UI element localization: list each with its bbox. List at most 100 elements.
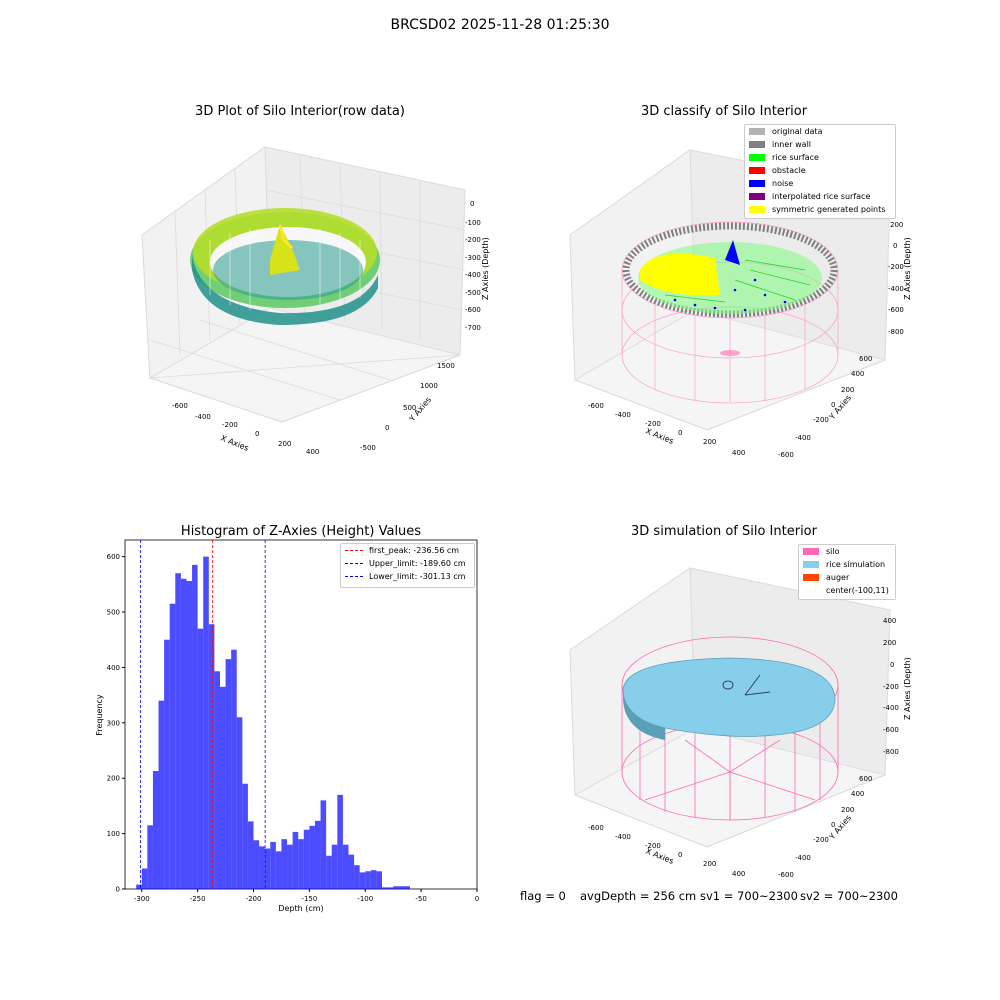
histogram-legend-label: Upper_limit: -189.60 cm — [369, 559, 466, 568]
histogram-bar — [136, 884, 142, 889]
histogram-bar — [337, 794, 343, 889]
histogram-bar — [275, 851, 282, 889]
histogram-xtick-label: -250 — [190, 895, 206, 903]
raw-xtick: -400 — [195, 413, 211, 421]
simulation-ztick: 0 — [890, 661, 894, 669]
classify-legend: original data inner wall rice surface obsta… — [744, 124, 896, 219]
histogram-bar — [175, 573, 181, 889]
simulation-xtick: -600 — [588, 824, 604, 832]
histogram-bar — [180, 578, 187, 889]
histogram-xtick-label: 0 — [475, 895, 479, 903]
simulation-legend-label: center(-100,11) — [826, 586, 889, 595]
histogram-xtick-label: -200 — [246, 895, 262, 903]
histogram-bars — [136, 556, 410, 889]
histogram-bar — [281, 839, 288, 889]
raw-ytick: 1500 — [437, 362, 455, 370]
classify-silo-wireframe — [621, 221, 839, 404]
classify-ztick: -600 — [888, 306, 904, 314]
simulation-legend-label: rice simulation — [826, 560, 886, 569]
classify-legend-label: interpolated rice surface — [772, 192, 871, 201]
histogram-vlines — [140, 540, 266, 889]
classify-xlabel: X Axies — [644, 427, 675, 446]
simulation-plot-title: 3D simulation of Silo Interior — [631, 524, 817, 539]
histogram-bar — [354, 865, 360, 889]
histogram-bar — [208, 624, 215, 889]
histogram-ytick-label: 600 — [107, 553, 120, 561]
histogram-bar — [264, 848, 271, 889]
classify-xtick: -200 — [645, 420, 661, 428]
histogram-legend-swatch — [345, 576, 363, 577]
simulation-auger — [722, 674, 771, 696]
classify-legend-label: noise — [772, 179, 794, 188]
simulation-legend-swatch — [803, 574, 819, 581]
raw-ztick: -200 — [465, 236, 481, 244]
raw-ytick: 1000 — [420, 382, 438, 390]
classify-ztick: -800 — [888, 328, 904, 336]
histogram-bar — [393, 886, 399, 889]
classify-legend-label: inner wall — [772, 140, 812, 149]
histogram-legend-label: Lower_limit: -301.13 cm — [369, 572, 466, 581]
histogram-ytick-label: 500 — [107, 609, 120, 617]
simulation-ztick: 200 — [883, 639, 896, 647]
classify-legend-item: obstacle — [745, 164, 895, 177]
histogram-bar — [236, 717, 243, 889]
raw-plot-title: 3D Plot of Silo Interior(row data) — [195, 104, 405, 119]
histogram-bar — [152, 771, 159, 889]
histogram-bar — [303, 829, 310, 889]
classify-legend-label: original data — [772, 127, 823, 136]
classify-legend-swatch — [749, 128, 765, 135]
raw-point-cloud — [190, 208, 380, 325]
simulation-xtick: -400 — [615, 833, 631, 841]
classify-ytick: -600 — [778, 451, 794, 459]
raw-xtick: -600 — [172, 402, 188, 410]
classify-xtick: 0 — [678, 429, 682, 437]
classify-legend-item: noise — [745, 177, 895, 190]
histogram-bar — [387, 887, 394, 889]
histogram-xtick-label: -150 — [301, 895, 317, 903]
raw-ytick: -500 — [360, 444, 376, 452]
histogram-bar — [158, 700, 165, 889]
simulation-ztick: -600 — [883, 726, 899, 734]
classify-ytick: 0 — [831, 401, 835, 409]
simulation-3d-plot: -600 -400 -200 0 200 400 -600 -400 -200 … — [569, 567, 912, 879]
histogram-legend-swatch — [345, 563, 363, 564]
histogram-bar — [292, 831, 299, 889]
histogram-bar — [359, 872, 366, 889]
raw-ztick: -300 — [465, 254, 481, 262]
histogram-bar — [192, 564, 198, 889]
simulation-legend: silo rice simulation auger center(-100,11) — [798, 544, 896, 600]
histogram-bar — [242, 783, 248, 889]
histogram-yticks: 0 100 200 300 400 500 600 — [107, 553, 125, 894]
histogram-legend-item: first_peak: -236.56 cm — [341, 544, 474, 557]
histogram-legend-label: first_peak: -236.56 cm — [369, 546, 460, 555]
classify-xtick: 200 — [703, 438, 716, 446]
classify-ytick: -200 — [813, 416, 829, 424]
histogram-bar — [382, 887, 388, 889]
status-flag: flag = 0 — [520, 889, 566, 903]
simulation-ztick: 400 — [883, 617, 896, 625]
classify-legend-item: original data — [745, 125, 895, 138]
simulation-ytick: 400 — [851, 790, 864, 798]
raw-tick-labels: -600 -400 -200 0 200 400 -500 0 500 1000… — [172, 200, 481, 456]
raw-ytick: 500 — [403, 404, 416, 412]
histogram-xtick-label: -300 — [134, 895, 150, 903]
simulation-ytick: 200 — [841, 806, 854, 814]
histogram-legend: first_peak: -236.56 cm Upper_limit: -189.… — [340, 543, 475, 588]
simulation-legend-item: silo — [799, 545, 895, 558]
histogram-ytick-label: 300 — [107, 719, 120, 727]
histogram-bar — [197, 628, 204, 889]
histogram-bar — [314, 820, 321, 889]
classify-legend-swatch — [749, 206, 765, 213]
raw-xtick: 400 — [306, 448, 319, 456]
simulation-legend-label: auger — [826, 573, 850, 582]
classify-ytick: -400 — [795, 434, 811, 442]
raw-3d-plot: -600 -400 -200 0 200 400 -500 0 500 1000… — [141, 146, 490, 456]
histogram-bar — [287, 844, 293, 889]
simulation-legend-swatch — [803, 561, 819, 568]
histogram-bar — [214, 671, 220, 889]
histogram-bar — [370, 870, 377, 889]
raw-ztick: -400 — [465, 271, 481, 279]
histogram-bar — [247, 821, 254, 889]
histogram-ytick-label: 0 — [116, 886, 120, 894]
histogram-legend-item: Lower_limit: -301.13 cm — [341, 570, 474, 583]
